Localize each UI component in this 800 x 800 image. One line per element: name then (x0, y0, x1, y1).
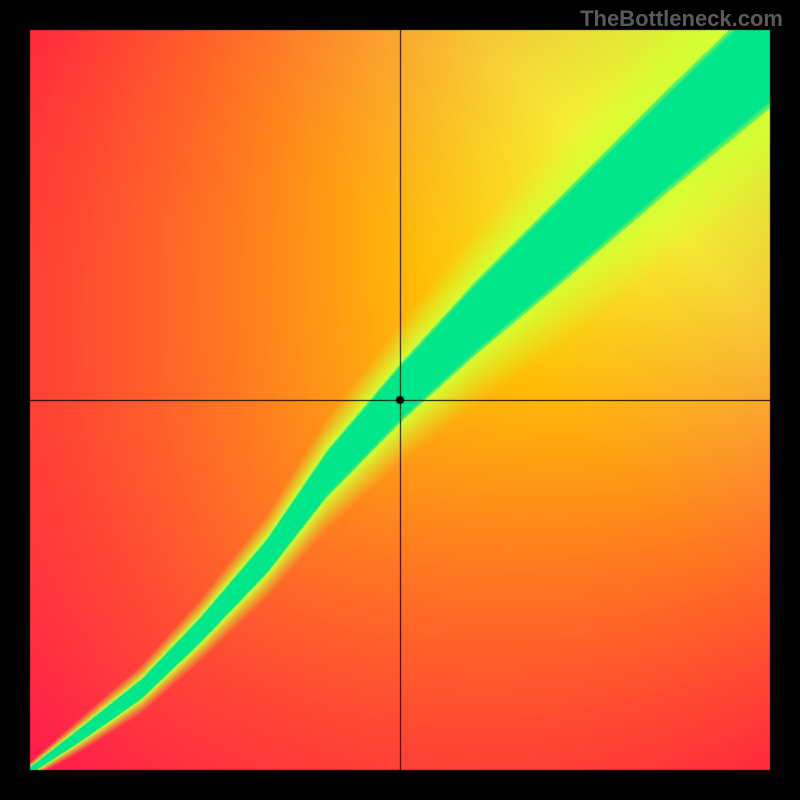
heatmap-canvas (0, 0, 800, 800)
root-container: { "watermark": { "text": "TheBottleneck.… (0, 0, 800, 800)
watermark-text: TheBottleneck.com (580, 6, 783, 32)
